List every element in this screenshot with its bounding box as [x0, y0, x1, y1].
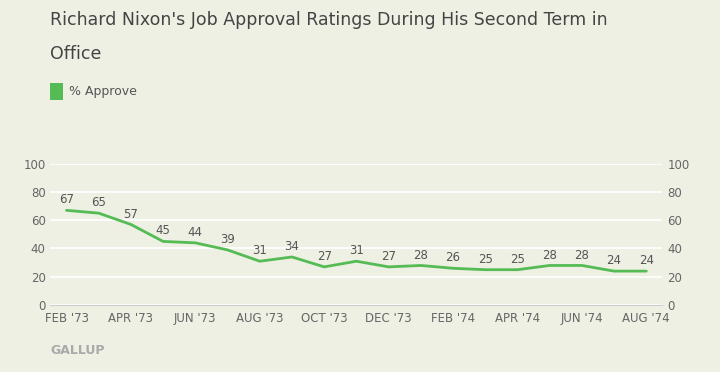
- Text: % Approve: % Approve: [69, 85, 137, 97]
- Text: 31: 31: [252, 244, 267, 257]
- Text: 39: 39: [220, 233, 235, 246]
- Text: 25: 25: [478, 253, 492, 266]
- Text: 27: 27: [381, 250, 396, 263]
- Text: 26: 26: [446, 251, 461, 264]
- Text: 67: 67: [59, 193, 74, 206]
- Text: 57: 57: [124, 208, 138, 221]
- Text: Richard Nixon's Job Approval Ratings During His Second Term in: Richard Nixon's Job Approval Ratings Dur…: [50, 11, 608, 29]
- Text: 24: 24: [639, 254, 654, 267]
- Text: 44: 44: [188, 226, 203, 239]
- Text: 34: 34: [284, 240, 300, 253]
- Text: 28: 28: [413, 248, 428, 262]
- Text: Office: Office: [50, 45, 102, 62]
- Text: 25: 25: [510, 253, 525, 266]
- Text: GALLUP: GALLUP: [50, 344, 105, 357]
- Text: 65: 65: [91, 196, 106, 209]
- Text: 28: 28: [542, 248, 557, 262]
- Text: 27: 27: [317, 250, 332, 263]
- Text: 45: 45: [156, 224, 171, 237]
- Text: 31: 31: [349, 244, 364, 257]
- Text: 24: 24: [606, 254, 621, 267]
- Text: 28: 28: [575, 248, 589, 262]
